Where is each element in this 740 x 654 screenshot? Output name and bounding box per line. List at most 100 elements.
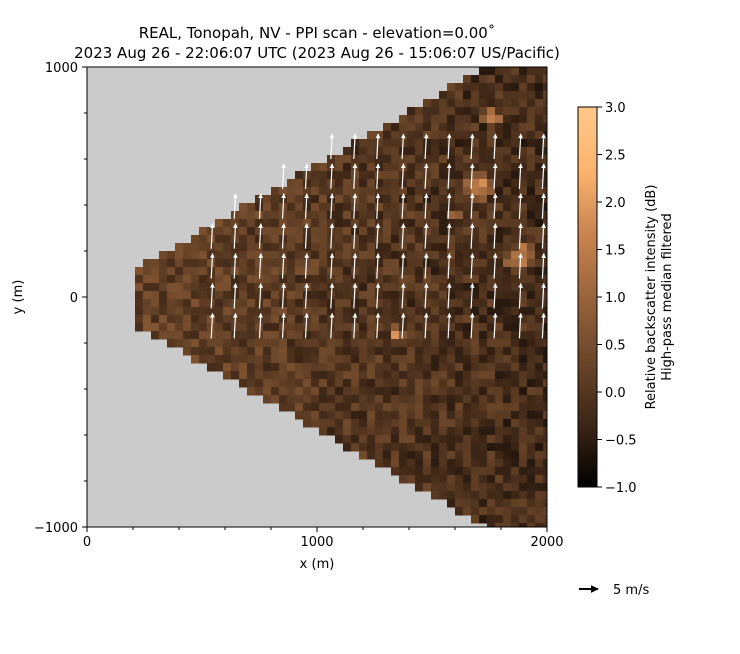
heatmap-cell <box>359 403 368 412</box>
heatmap-cell <box>479 195 488 204</box>
x-axis: 0 1000 2000 <box>83 527 564 550</box>
heatmap-cell <box>199 307 208 316</box>
heatmap-cell <box>503 339 512 348</box>
heatmap-cell <box>415 147 424 156</box>
heatmap-cell <box>527 67 536 76</box>
heatmap-cell <box>359 427 368 436</box>
heatmap-cell <box>319 307 328 316</box>
heatmap-cell <box>239 307 248 316</box>
heatmap-cell <box>295 187 304 196</box>
wind-vector <box>281 282 287 309</box>
heatmap-cell <box>247 299 256 308</box>
heatmap-cell <box>287 275 296 284</box>
heatmap-cell <box>263 267 272 276</box>
heatmap-cell <box>471 459 480 468</box>
heatmap-cell <box>287 243 296 252</box>
heatmap-cell <box>287 259 296 268</box>
colorbar-tick-label: 3.0 <box>605 101 626 116</box>
heatmap-cell <box>511 355 520 364</box>
heatmap-cell <box>367 355 376 364</box>
heatmap-cell <box>423 435 432 444</box>
heatmap-cell <box>543 475 547 484</box>
heatmap-cell <box>495 451 504 460</box>
heatmap-cell <box>407 363 416 372</box>
heatmap-cell <box>503 171 512 180</box>
heatmap-cell <box>535 251 544 260</box>
heatmap-cell <box>375 371 384 380</box>
heatmap-cell <box>263 371 272 380</box>
heatmap-cell <box>407 251 416 260</box>
heatmap-cell <box>239 259 248 268</box>
heatmap-cell <box>311 339 320 348</box>
heatmap-cell <box>383 379 392 388</box>
heatmap-cell <box>287 387 296 396</box>
wind-vector <box>375 133 381 160</box>
heatmap-cell <box>495 91 504 100</box>
heatmap-cell <box>335 187 344 196</box>
heatmap-cell <box>487 483 496 492</box>
heatmap-cell <box>215 275 224 284</box>
heatmap-cell <box>423 131 432 140</box>
wind-vector <box>375 223 381 249</box>
heatmap-cell <box>287 251 296 260</box>
heatmap-cell <box>471 299 480 308</box>
heatmap-cell <box>543 75 547 84</box>
heatmap-cell <box>535 243 544 252</box>
heatmap-cell <box>503 123 512 132</box>
heatmap-cell <box>423 451 432 460</box>
heatmap-cell <box>239 323 248 332</box>
heatmap-cell <box>415 435 424 444</box>
heatmap-cell <box>423 171 432 180</box>
heatmap-cell <box>535 123 544 132</box>
heatmap-cell <box>415 243 424 252</box>
heatmap-cell <box>431 435 440 444</box>
heatmap-cell <box>503 155 512 164</box>
heatmap-cell <box>407 243 416 252</box>
heatmap-cell <box>391 147 400 156</box>
heatmap-cell <box>375 379 384 388</box>
heatmap-cell <box>519 91 528 100</box>
heatmap-cell <box>447 403 456 412</box>
heatmap-cell <box>343 291 352 300</box>
heatmap-cell <box>439 339 448 348</box>
heatmap-cell <box>407 187 416 196</box>
heatmap-cell <box>479 363 488 372</box>
heatmap-cell <box>391 219 400 228</box>
heatmap-cell <box>191 355 200 364</box>
heatmap-cell <box>519 187 528 196</box>
heatmap-cell <box>367 155 376 164</box>
heatmap-cell <box>511 347 520 356</box>
heatmap-cell <box>343 155 352 164</box>
heatmap-cell <box>327 379 336 388</box>
heatmap-cell <box>423 179 432 188</box>
heatmap-cell <box>487 99 496 108</box>
heatmap-cell <box>191 323 200 332</box>
heatmap-cell <box>447 171 456 180</box>
heatmap-cell <box>223 363 232 372</box>
heatmap-cell <box>519 235 528 244</box>
heatmap-cell <box>503 395 512 404</box>
wind-vector <box>304 253 310 279</box>
heatmap-cell <box>519 347 528 356</box>
heatmap-cell <box>151 283 160 292</box>
wind-vector <box>541 163 546 189</box>
heatmap-cell <box>511 131 520 140</box>
heatmap-cell <box>423 403 432 412</box>
heatmap-cell <box>487 275 496 284</box>
heatmap-cell <box>255 387 264 396</box>
heatmap-cell <box>407 131 416 140</box>
heatmap-cell <box>167 299 176 308</box>
colorbar-label-line2: High-pass median filtered <box>660 213 675 381</box>
heatmap-cell <box>495 107 504 116</box>
heatmap-cell <box>407 291 416 300</box>
heatmap-cell <box>367 419 376 428</box>
heatmap-cell <box>503 483 512 492</box>
heatmap-cell <box>431 299 440 308</box>
heatmap-cell <box>463 427 472 436</box>
heatmap-cell <box>343 371 352 380</box>
heatmap-cell <box>463 395 472 404</box>
heatmap-cell <box>367 443 376 452</box>
heatmap-cell <box>487 315 496 324</box>
heatmap-cell <box>335 211 344 220</box>
heatmap-cell <box>479 467 488 476</box>
